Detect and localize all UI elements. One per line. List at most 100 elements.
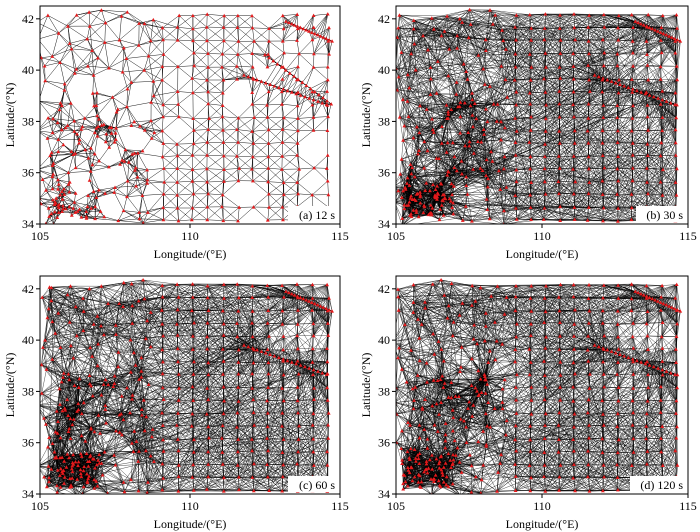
station-marker xyxy=(61,142,66,147)
station-marker xyxy=(645,449,650,453)
station-marker xyxy=(73,304,78,309)
station-marker xyxy=(515,372,519,377)
station-marker xyxy=(396,308,401,312)
station-marker xyxy=(601,423,606,427)
station-marker xyxy=(251,361,256,365)
station-marker xyxy=(310,423,315,427)
station-marker xyxy=(115,107,120,111)
station-marker xyxy=(206,51,210,55)
panel-label-box xyxy=(288,206,338,222)
station-marker xyxy=(280,474,285,479)
station-marker xyxy=(596,344,601,349)
station-marker xyxy=(78,471,83,476)
station-marker xyxy=(450,205,455,210)
station-marker xyxy=(289,22,294,26)
station-marker xyxy=(486,176,490,181)
station-marker xyxy=(103,403,108,407)
station-marker xyxy=(81,400,86,405)
station-marker xyxy=(660,193,665,197)
station-marker xyxy=(485,185,490,189)
station-marker xyxy=(110,95,115,99)
station-marker xyxy=(435,378,440,382)
station-marker xyxy=(425,148,430,153)
station-marker xyxy=(72,119,77,123)
station-marker xyxy=(190,206,195,210)
station-marker xyxy=(500,400,505,404)
station-marker xyxy=(281,373,286,377)
station-marker xyxy=(66,413,70,417)
station-marker xyxy=(175,346,180,351)
station-marker xyxy=(175,153,180,158)
station-marker xyxy=(673,127,678,132)
station-marker xyxy=(586,205,591,209)
station-marker xyxy=(659,295,664,299)
station-marker xyxy=(235,154,239,158)
station-marker xyxy=(529,475,533,480)
station-marker xyxy=(176,398,181,402)
station-marker xyxy=(409,194,413,198)
station-marker xyxy=(431,127,435,132)
station-marker xyxy=(438,454,443,459)
station-marker xyxy=(587,321,591,325)
station-marker xyxy=(112,453,116,457)
station-marker xyxy=(89,146,93,150)
station-marker xyxy=(92,152,97,156)
station-marker xyxy=(125,386,129,390)
station-marker xyxy=(62,187,66,191)
station-marker xyxy=(602,50,607,55)
station-marker xyxy=(412,398,416,402)
station-marker xyxy=(222,282,226,286)
station-marker xyxy=(303,364,307,369)
station-marker xyxy=(617,78,621,82)
station-marker xyxy=(571,77,576,81)
station-marker xyxy=(415,124,419,129)
station-marker xyxy=(87,24,92,28)
station-marker xyxy=(639,360,643,364)
station-marker xyxy=(326,192,331,197)
station-marker xyxy=(96,413,101,417)
station-marker xyxy=(434,401,439,406)
station-marker xyxy=(626,355,631,360)
station-marker xyxy=(485,207,490,211)
station-marker xyxy=(206,462,211,466)
station-marker xyxy=(120,432,124,437)
station-marker xyxy=(414,208,419,212)
station-marker xyxy=(112,381,117,386)
station-marker xyxy=(396,355,400,360)
station-marker xyxy=(190,282,195,286)
station-marker xyxy=(235,77,239,81)
station-marker xyxy=(644,294,649,298)
station-marker xyxy=(250,102,255,106)
station-marker xyxy=(64,465,69,469)
station-marker xyxy=(660,115,665,119)
station-marker xyxy=(422,166,426,170)
station-marker xyxy=(426,466,431,470)
station-marker xyxy=(40,295,45,299)
station-marker xyxy=(51,198,55,202)
station-marker xyxy=(600,128,605,133)
station-marker xyxy=(221,78,226,82)
station-marker xyxy=(131,449,136,454)
station-marker xyxy=(644,24,649,28)
station-marker xyxy=(289,90,294,94)
station-marker xyxy=(311,411,316,416)
station-marker xyxy=(399,157,404,161)
station-marker xyxy=(401,481,405,486)
station-marker xyxy=(585,410,590,415)
station-marker xyxy=(416,317,420,321)
station-marker xyxy=(53,331,58,335)
station-marker xyxy=(327,52,331,56)
y-tick-label: 34 xyxy=(378,217,390,231)
station-marker xyxy=(280,77,285,81)
station-marker xyxy=(152,130,157,135)
station-marker xyxy=(85,204,90,209)
station-marker xyxy=(103,191,107,195)
station-marker xyxy=(542,450,547,454)
station-marker xyxy=(440,124,444,128)
station-marker xyxy=(133,165,138,170)
station-marker xyxy=(484,197,489,201)
station-marker xyxy=(557,347,562,352)
y-tick-label: 36 xyxy=(378,166,390,180)
station-marker xyxy=(46,306,51,311)
station-marker xyxy=(77,376,82,381)
